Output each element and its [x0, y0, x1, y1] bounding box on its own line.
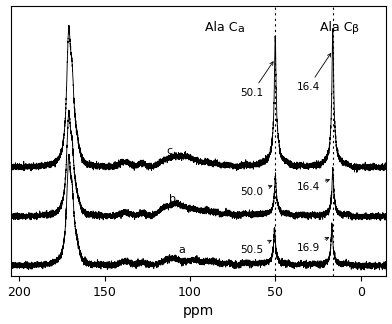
- Text: Ala C: Ala C: [320, 21, 352, 34]
- Text: 50.1: 50.1: [240, 62, 273, 98]
- Text: a: a: [178, 245, 185, 255]
- Text: 50.0: 50.0: [240, 185, 272, 197]
- Text: a: a: [238, 24, 244, 34]
- Text: 16.4: 16.4: [297, 53, 331, 92]
- Text: 50.5: 50.5: [240, 240, 271, 255]
- Text: 16.4: 16.4: [297, 179, 329, 192]
- X-axis label: ppm: ppm: [183, 305, 214, 318]
- Text: c: c: [167, 146, 172, 156]
- Text: b: b: [169, 194, 176, 204]
- Text: Ala C: Ala C: [205, 21, 238, 34]
- Text: 16.9: 16.9: [297, 237, 328, 253]
- Text: β: β: [352, 24, 359, 34]
